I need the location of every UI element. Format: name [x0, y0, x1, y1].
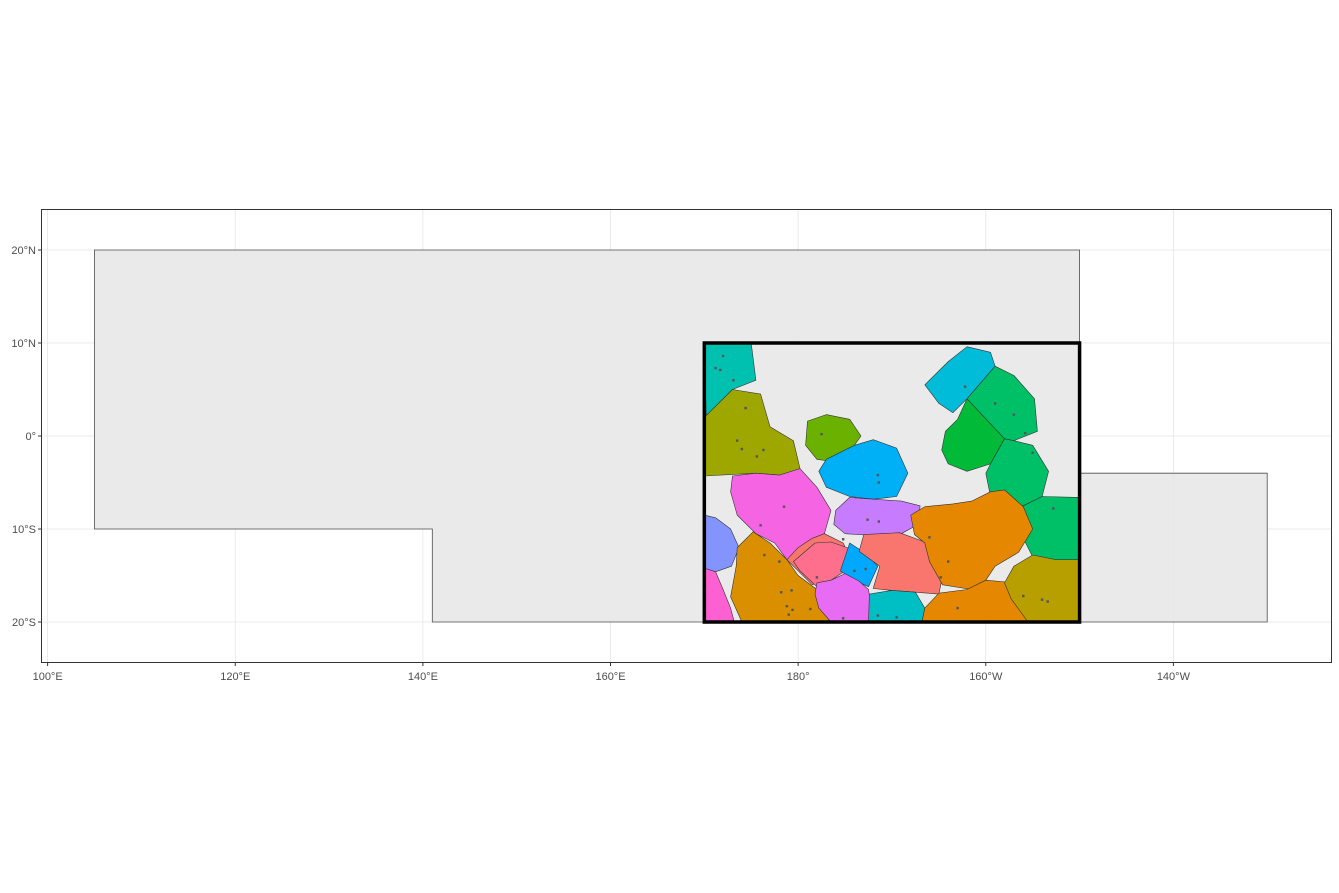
island-7 [755, 455, 759, 458]
islands-layer [714, 354, 1055, 624]
island-24 [895, 616, 898, 619]
island-11 [877, 481, 881, 484]
eez-zone-20 [910, 489, 1033, 590]
y-tick-label-0: 20°N [11, 245, 36, 257]
island-42 [791, 608, 794, 612]
y-tick-label-4: 20°S [12, 617, 36, 629]
island-34 [1031, 451, 1034, 454]
y-tick-label-3: 10°S [12, 524, 36, 536]
island-25 [939, 576, 942, 579]
highlight-box [702, 341, 1082, 624]
island-17 [778, 560, 781, 563]
island-40 [790, 589, 793, 592]
island-16 [763, 553, 766, 557]
eez-zone-1 [703, 389, 801, 477]
x-tick-label-3: 160°E [595, 671, 625, 683]
y-tick-label-2: 0° [25, 431, 36, 443]
island-39 [780, 591, 783, 594]
island-6 [740, 447, 744, 451]
x-tick-label-2: 140°E [408, 671, 438, 683]
island-41 [785, 604, 789, 608]
y-tick-label-1: 10°N [11, 338, 36, 350]
y-axis: 20°N 10°N 0° 10°S 20°S [11, 245, 42, 629]
island-0 [721, 354, 725, 358]
island-2 [714, 366, 717, 370]
eez-zone-3 [818, 439, 909, 500]
x-tick-label-4: 180° [787, 671, 810, 683]
eez-zones-layer [703, 342, 1080, 623]
x-tick-label-5: 160°W [969, 671, 1003, 683]
island-37 [928, 536, 931, 539]
island-35 [1052, 507, 1055, 510]
highlight-box-layer [702, 341, 1082, 624]
island-44 [809, 607, 812, 611]
island-23 [841, 617, 845, 620]
island-20 [853, 569, 856, 573]
x-tick-label-1: 120°E [220, 671, 250, 683]
island-18 [841, 538, 845, 541]
island-5 [735, 439, 739, 442]
island-10 [876, 473, 880, 477]
island-33 [1023, 432, 1027, 435]
island-36 [963, 385, 967, 388]
island-12 [866, 518, 869, 521]
island-38 [947, 560, 950, 563]
island-15 [759, 524, 762, 527]
x-tick-label-6: 140°W [1157, 671, 1191, 683]
island-14 [782, 505, 786, 508]
island-31 [993, 402, 997, 405]
eez-zone-6 [941, 398, 1005, 472]
island-30 [1046, 600, 1049, 603]
island-9 [820, 432, 823, 436]
island-28 [1022, 594, 1025, 598]
island-19 [815, 576, 819, 579]
island-32 [1012, 413, 1016, 416]
island-4 [744, 406, 747, 410]
island-13 [877, 520, 881, 523]
eez-zone-10 [833, 497, 921, 536]
island-3 [732, 378, 735, 382]
island-29 [1040, 598, 1044, 601]
x-tick-label-0: 100°E [33, 671, 63, 683]
island-22 [876, 614, 880, 617]
island-21 [864, 567, 867, 571]
island-1 [719, 368, 722, 372]
island-26 [956, 606, 959, 610]
x-axis: 100°E 120°E 140°E 160°E 180° 160°W 140°W [33, 662, 1191, 683]
island-8 [762, 448, 765, 452]
island-43 [787, 613, 790, 616]
